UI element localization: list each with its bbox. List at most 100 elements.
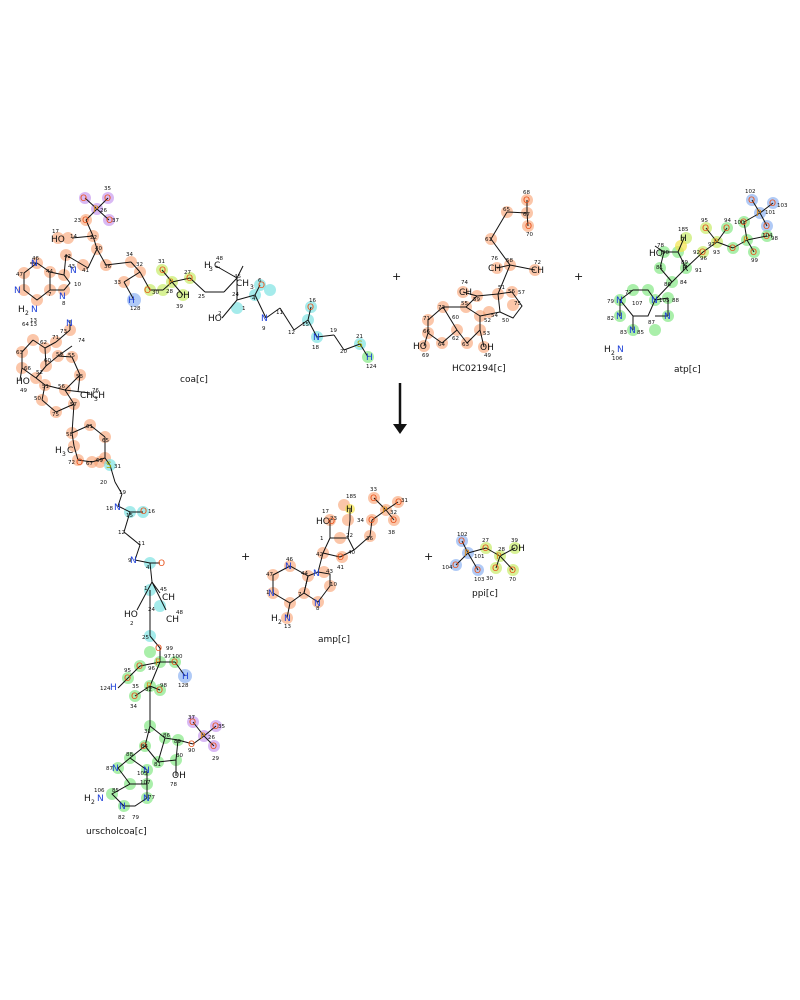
svg-text:O: O [307, 303, 314, 313]
svg-text:33: 33 [114, 280, 121, 286]
bonds-coa [23, 197, 369, 358]
svg-text:26: 26 [100, 208, 107, 214]
svg-text:89: 89 [174, 739, 181, 745]
svg-text:66: 66 [423, 329, 430, 335]
molecule-label-atp: atp[c] [674, 365, 701, 375]
svg-text:102: 102 [745, 189, 756, 195]
svg-text:81: 81 [656, 265, 663, 271]
atom-numbers-hc02194: 68 65 67 70 61 76 58 72 74 51 56 57 75 5… [422, 190, 541, 359]
svg-text:128: 128 [178, 683, 189, 689]
svg-text:50: 50 [34, 396, 41, 402]
svg-text:CH: CH [92, 391, 105, 401]
svg-text:23: 23 [330, 516, 337, 522]
svg-text:47: 47 [266, 572, 273, 578]
svg-text:O: O [740, 218, 747, 228]
svg-text:105: 105 [137, 771, 148, 777]
svg-text:HO: HO [649, 249, 663, 259]
svg-text:40: 40 [95, 246, 102, 252]
svg-text:N: N [14, 286, 21, 296]
svg-text:77: 77 [625, 290, 632, 296]
svg-text:95: 95 [124, 668, 131, 674]
svg-text:H: H [55, 446, 62, 456]
svg-text:H: H [182, 672, 189, 682]
atoms-amp: O P O O O HO O H O N N N N H 2 N [268, 494, 402, 626]
highlights-urscholcoa [16, 324, 222, 812]
svg-text:76: 76 [92, 388, 99, 394]
svg-text:H: H [128, 296, 135, 306]
atoms-hc02194: O O CH CH CH HO OH [413, 196, 544, 353]
svg-text:97: 97 [708, 242, 715, 248]
svg-text:OH: OH [511, 544, 525, 554]
svg-text:P: P [200, 732, 206, 742]
svg-text:61: 61 [86, 424, 93, 430]
svg-text:H: H [18, 305, 25, 315]
svg-text:99: 99 [751, 258, 758, 264]
svg-text:OH: OH [172, 771, 186, 781]
molecule-label-urscholcoa: urscholcoa[c] [86, 827, 147, 837]
svg-text:N: N [70, 266, 77, 276]
svg-text:87: 87 [106, 766, 113, 772]
bonds-amp [272, 497, 399, 619]
svg-text:3: 3 [94, 396, 98, 403]
atoms-urscholcoa: N HO CH 3 CH H 3 C O S N O N O CH CH HO … [16, 319, 219, 812]
svg-text:H: H [346, 505, 353, 515]
svg-text:42: 42 [316, 552, 323, 558]
atom-numbers-urscholcoa: 64 13 71 73 62 60 59 55 74 63 66 49 52 5… [16, 322, 225, 821]
svg-text:20: 20 [100, 480, 107, 486]
svg-text:O: O [769, 199, 776, 209]
svg-text:71: 71 [52, 335, 59, 341]
svg-text:101: 101 [765, 210, 776, 216]
svg-text:HO: HO [208, 314, 222, 324]
svg-text:47: 47 [16, 272, 23, 278]
svg-text:89: 89 [681, 260, 688, 266]
svg-text:29: 29 [212, 756, 219, 762]
svg-text:2: 2 [611, 350, 615, 357]
svg-text:P: P [743, 236, 749, 246]
svg-text:O: O [748, 196, 755, 206]
svg-text:13: 13 [30, 322, 37, 328]
svg-text:O: O [136, 662, 143, 672]
svg-text:83: 83 [620, 330, 627, 336]
svg-text:R: R [682, 264, 688, 274]
svg-text:16: 16 [309, 298, 316, 304]
svg-text:HO: HO [413, 342, 427, 352]
svg-text:10: 10 [330, 582, 337, 588]
svg-text:S: S [106, 461, 112, 471]
svg-text:11: 11 [276, 310, 283, 316]
svg-text:8: 8 [316, 606, 320, 612]
svg-text:72: 72 [534, 260, 541, 266]
svg-text:N: N [119, 802, 126, 812]
svg-text:O: O [80, 194, 87, 204]
svg-text:99: 99 [166, 646, 173, 652]
svg-text:N: N [268, 589, 275, 599]
svg-text:36: 36 [366, 536, 373, 542]
svg-text:O: O [702, 224, 709, 234]
molecule-label-hc02194: HC02194[c] [452, 364, 506, 374]
svg-text:O: O [395, 498, 402, 508]
svg-text:H: H [680, 234, 687, 244]
svg-text:N: N [31, 305, 38, 315]
atom-numbers-ppi: 102 101 103 104 27 28 30 70 39 [442, 532, 518, 583]
svg-text:39: 39 [176, 304, 183, 310]
atoms-atp: O O P O O P O O O P O O O R HO H N N N N… [604, 196, 776, 357]
svg-text:O: O [76, 458, 83, 468]
svg-text:O: O [723, 224, 730, 234]
highlights-atp [614, 194, 779, 336]
svg-text:O: O [763, 222, 770, 232]
atoms-ppi: O P O O O P O O OH [452, 537, 525, 576]
svg-text:87: 87 [648, 320, 655, 326]
svg-text:25: 25 [142, 635, 149, 641]
svg-text:68: 68 [523, 190, 530, 196]
svg-text:12: 12 [118, 530, 125, 536]
svg-text:N: N [664, 312, 671, 322]
svg-text:49: 49 [20, 388, 27, 394]
svg-text:97: 97 [164, 654, 171, 660]
svg-text:100: 100 [734, 220, 745, 226]
svg-text:P: P [464, 549, 470, 559]
svg-text:46: 46 [286, 557, 293, 563]
svg-text:1: 1 [242, 306, 246, 312]
svg-text:21: 21 [356, 334, 363, 340]
svg-text:53: 53 [76, 374, 83, 380]
svg-text:27: 27 [184, 270, 191, 276]
svg-text:3: 3 [250, 284, 254, 291]
